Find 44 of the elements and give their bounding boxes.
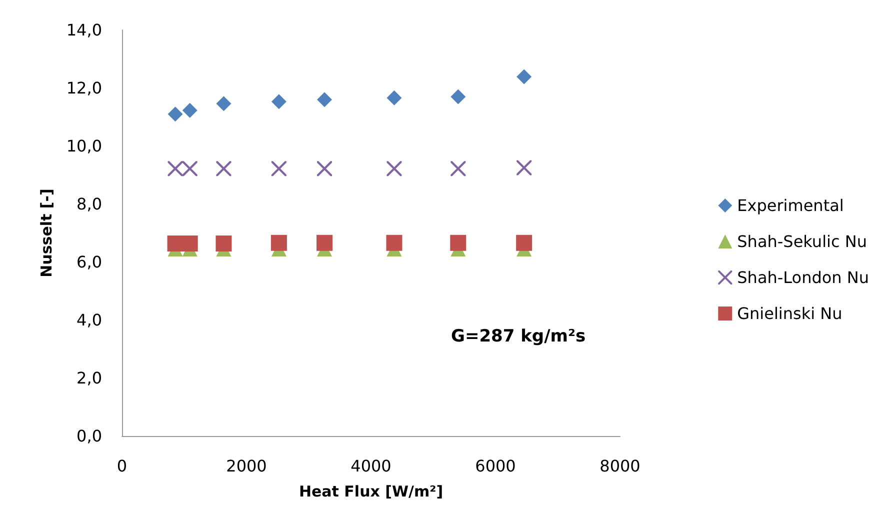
y-axis-title: Nusselt [-] [38,188,56,278]
point [386,90,402,106]
legend-label: Gnielinski Nu [737,304,842,323]
point [182,102,198,118]
point [271,161,286,176]
legend-label: Shah-Sekulic Nu [737,232,867,251]
point [317,161,332,176]
legend-label: Experimental [737,196,844,215]
y-tick-label: 4,0 [76,310,102,330]
point [450,234,466,251]
point [450,161,466,176]
point [516,69,532,84]
point [167,235,184,252]
y-tick-label: 10,0 [66,136,102,156]
point [168,106,183,122]
point [216,161,232,176]
point [168,161,183,176]
point [516,160,532,176]
point [316,234,332,251]
y-tick-label: 2,0 [76,368,102,388]
x-axis-title: Heat Flux [W/m²] [298,482,444,500]
point [317,92,332,108]
point [182,235,198,252]
point [271,94,286,110]
x-tick-label: 6000 [475,456,516,476]
x-tick-label: 8000 [600,456,640,476]
point [386,161,402,176]
point [216,235,232,252]
y-tick-label: 12,0 [66,78,102,98]
y-tick-label: 8,0 [76,194,102,214]
x-tick-label: 4000 [350,456,392,476]
y-tick-label: 6,0 [76,252,102,272]
point [182,161,198,176]
point [216,96,232,112]
point [516,234,532,251]
x-tick-label: 0 [116,456,128,476]
y-tick-label: 14,0 [66,20,102,40]
annotation: G=287 kg/m²s [451,326,586,346]
point [450,89,466,104]
y-tick-label: 0,0 [76,426,102,446]
legend-label: Shah-London Nu [737,268,869,287]
x-tick-label: 2000 [226,456,267,476]
point [386,234,402,251]
point [270,234,287,251]
